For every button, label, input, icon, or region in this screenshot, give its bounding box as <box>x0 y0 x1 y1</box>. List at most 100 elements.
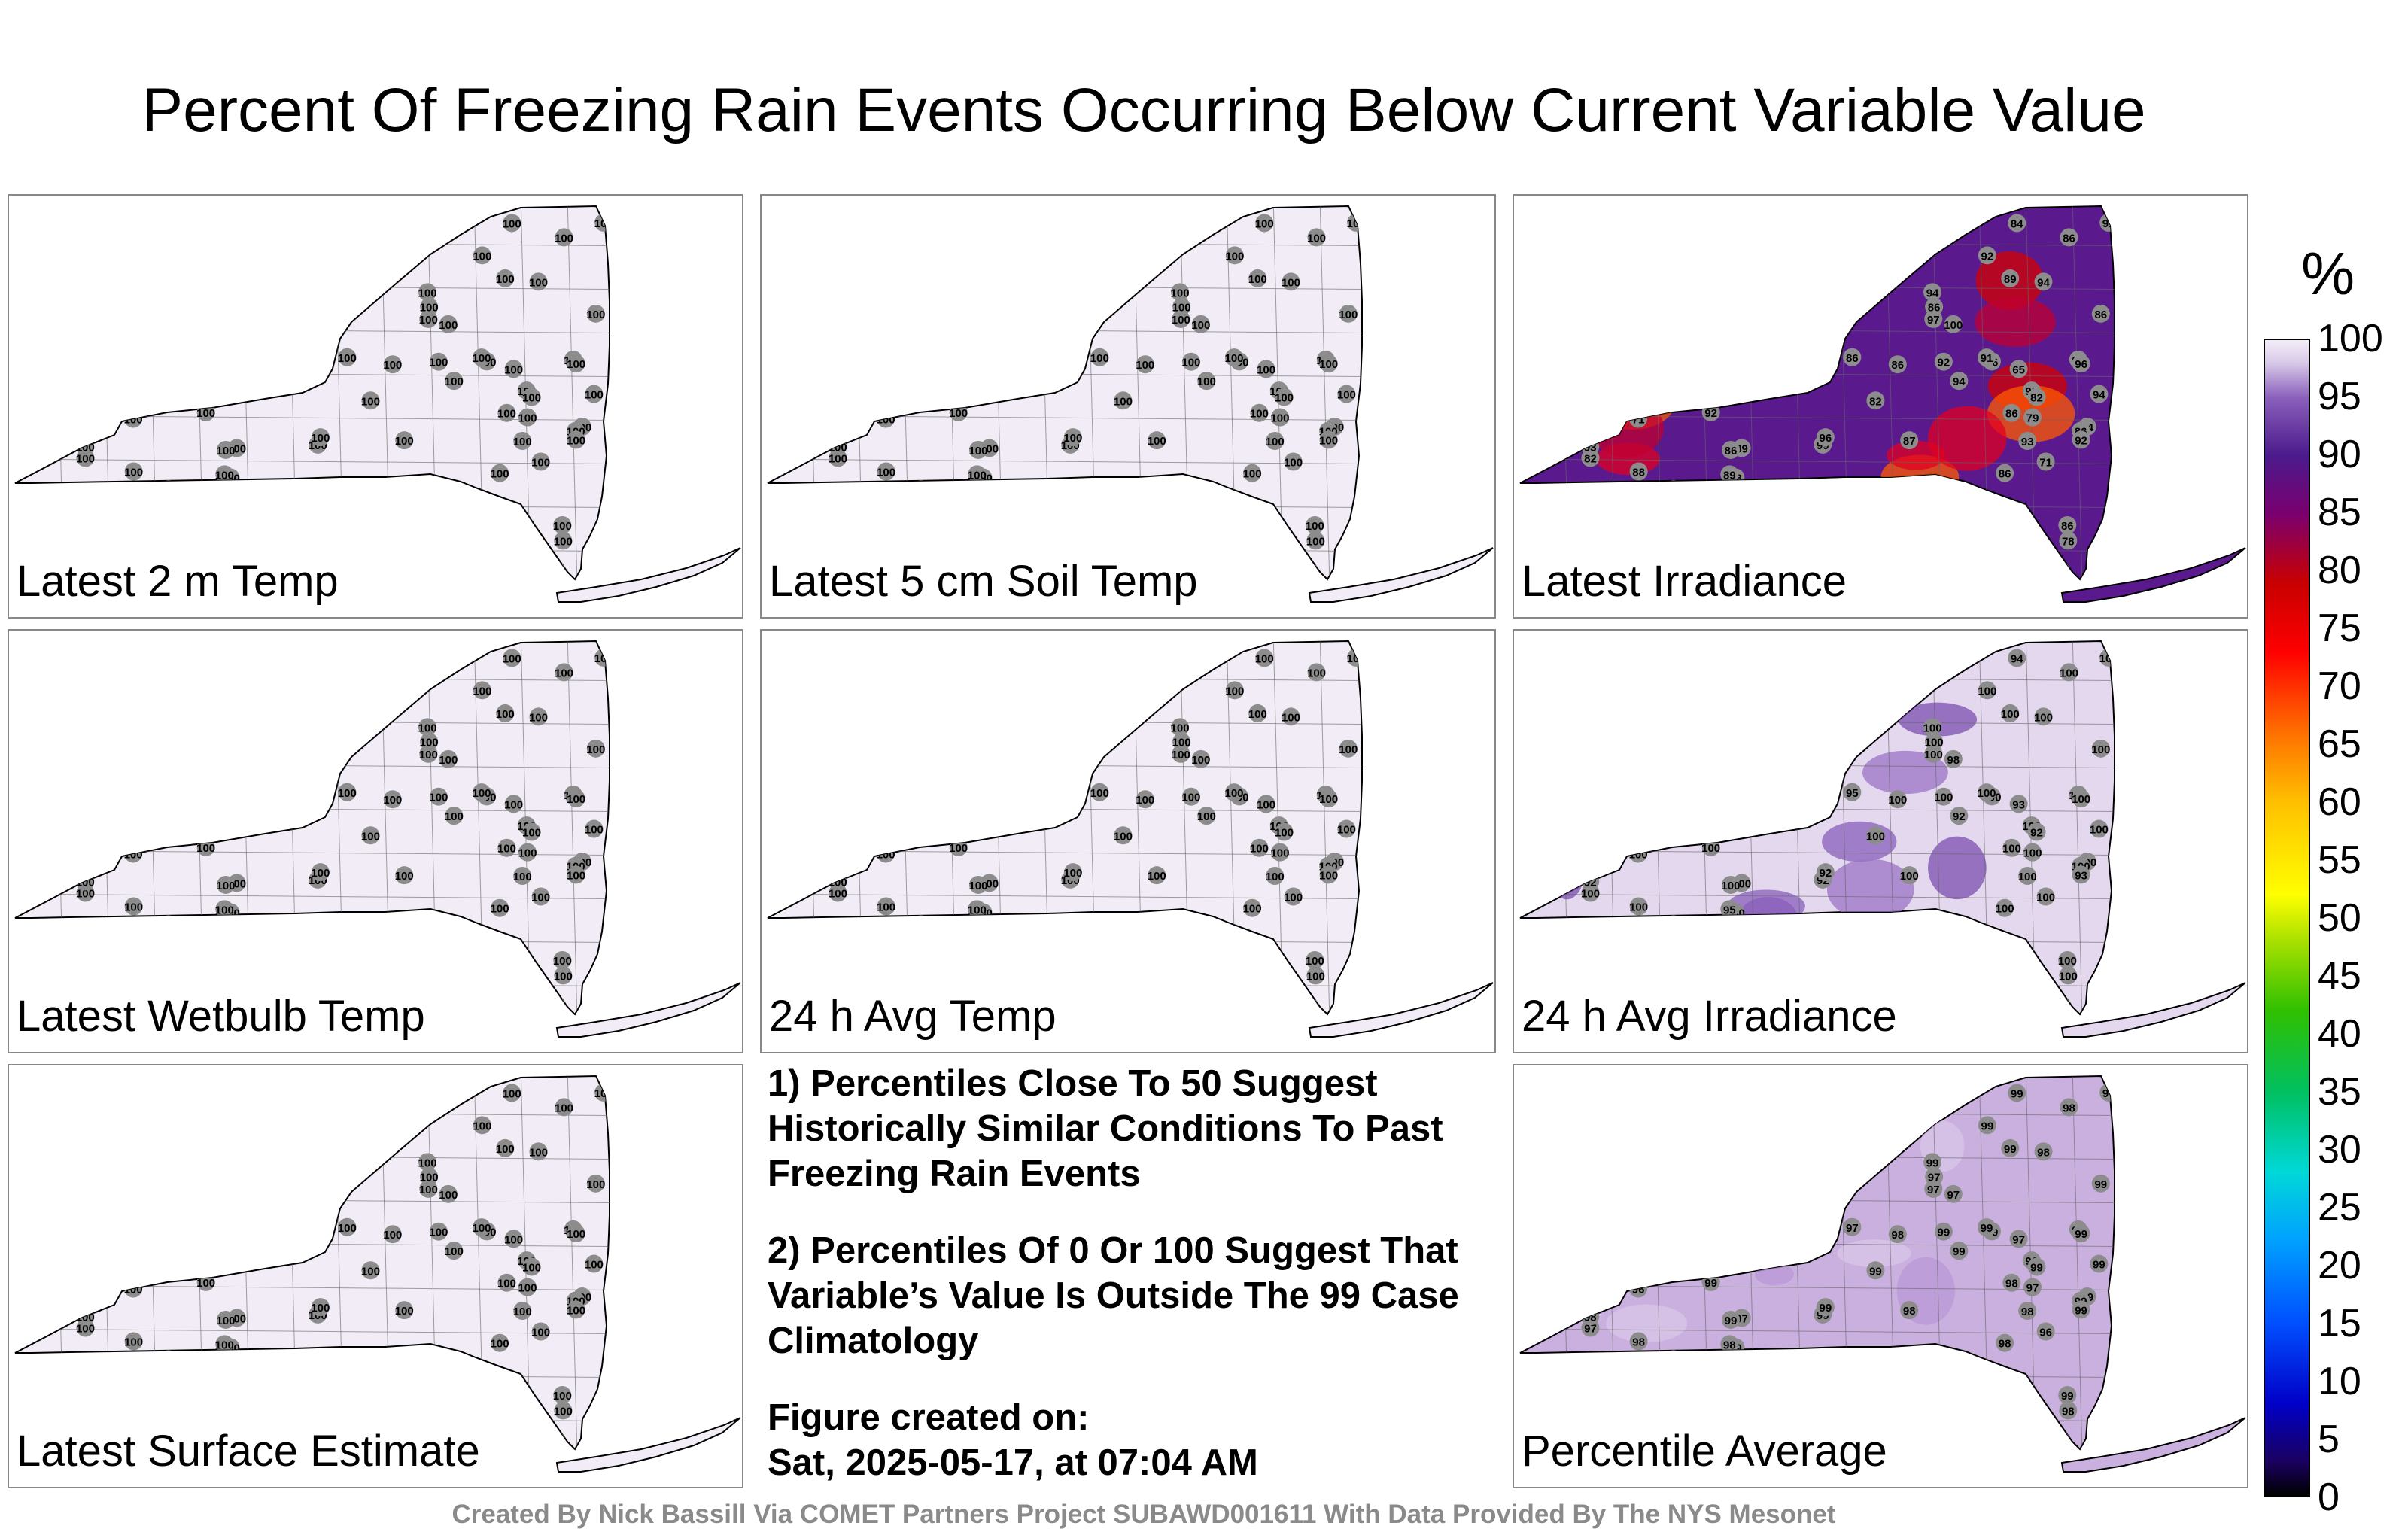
station-value: 99 <box>1704 1086 1717 1099</box>
station-marker: 100 <box>207 385 226 404</box>
station-value: 79 <box>2026 412 2039 425</box>
station-value: 100 <box>1113 287 1132 300</box>
station-marker: 99 <box>2008 1084 2026 1102</box>
station-marker: 100 <box>1307 663 1326 682</box>
station-value: 100 <box>246 518 265 531</box>
station-value: 100 <box>1627 828 1646 840</box>
station-marker: 100 <box>202 1228 220 1247</box>
station-marker: 100 <box>122 388 141 407</box>
station-marker: 100 <box>96 340 115 359</box>
ny-state-map: 100 100 100 100 100 100 100 100 100 100 100 100 100 1… <box>14 640 741 1038</box>
station-marker: 100 <box>191 647 210 666</box>
station-marker: 98 <box>1629 1332 1648 1351</box>
station-value: 100 <box>586 743 605 756</box>
station-marker: 100 <box>1224 348 1244 367</box>
station-marker: 100 <box>150 247 169 266</box>
station-marker: 100 <box>409 206 428 220</box>
station-value: 100 <box>504 363 523 376</box>
station-value: 99 <box>1704 1277 1717 1290</box>
station-marker: 100 <box>445 807 464 825</box>
station-marker: 100 <box>585 543 604 562</box>
county-border <box>946 641 958 1014</box>
station-value: 92 <box>1722 256 1735 269</box>
station-value: 99 <box>1938 1226 1950 1239</box>
station-value: 80 <box>1710 362 1722 375</box>
station-marker: 100 <box>947 269 965 288</box>
station-value: 100 <box>215 1339 234 1351</box>
station-value: 100 <box>522 827 541 840</box>
station-marker: 100 <box>260 1099 279 1118</box>
station-marker: 100 <box>472 348 491 367</box>
station-value: 100 <box>1735 523 1754 536</box>
station-value: 96 <box>2075 358 2087 371</box>
station-marker: 100 <box>398 913 417 932</box>
station-marker: 99 <box>2001 1138 2020 1157</box>
station-value: 100 <box>1306 955 1324 968</box>
station-marker: 100 <box>1151 913 1169 932</box>
station-marker: 93 <box>2072 865 2090 884</box>
station-value: 100 <box>1187 509 1206 522</box>
station-value: 100 <box>233 232 251 245</box>
station-value: 92 <box>1880 274 1893 287</box>
station-value: 99 <box>1524 1162 1537 1175</box>
station-marker: 100 <box>311 863 330 882</box>
station-marker: 100 <box>999 515 1017 533</box>
station-marker: 100 <box>985 663 1004 682</box>
station-marker: 100 <box>2023 843 2042 862</box>
station-value: 100 <box>395 870 414 883</box>
station-value: 100 <box>473 1120 491 1132</box>
station-value: 100 <box>999 518 1017 531</box>
station-value: 100 <box>246 1388 265 1401</box>
station-marker: 100 <box>997 651 1016 670</box>
station-value: 100 <box>555 1102 573 1114</box>
station-value: 98 <box>1999 1338 2011 1351</box>
station-value: 100 <box>473 685 491 698</box>
station-value: 98 <box>2021 1306 2034 1318</box>
station-value: 100 <box>518 412 537 425</box>
station-value: 100 <box>929 351 947 364</box>
station-value: 92 <box>1953 810 1966 823</box>
station-value: 100 <box>547 1436 566 1448</box>
station-value: 98 <box>1947 754 1960 767</box>
station-value: 100 <box>1172 302 1191 315</box>
station-marker: 100 <box>1629 897 1648 916</box>
station-value: 97 <box>1592 1132 1605 1144</box>
map-panel-24h-avg-irradiance: 1009510092951001009298931009310010010010… <box>1513 629 2248 1053</box>
station-value: 98 <box>1702 1143 1715 1156</box>
station-value: 98 <box>1880 1144 1893 1157</box>
station-value: 100 <box>1113 722 1132 735</box>
station-value: 100 <box>369 1108 388 1120</box>
panel-label: Latest Irradiance <box>1522 557 1847 606</box>
station-marker: 100 <box>1257 360 1275 378</box>
county-border <box>1698 206 1710 579</box>
station-value: 100 <box>338 352 357 365</box>
station-value: 100 <box>778 257 797 269</box>
station-marker: 100 <box>1738 663 1756 682</box>
station-value: 100 <box>829 888 847 901</box>
station-value: 100 <box>949 407 968 420</box>
station-marker: 98 <box>1720 1335 1739 1354</box>
station-marker: 100 <box>398 1348 417 1367</box>
station-marker: 100 <box>445 1242 464 1260</box>
colorbar-tick-label: 100 <box>2318 317 2383 360</box>
station-value: 100 <box>1191 754 1210 767</box>
station-value: 100 <box>420 1172 439 1184</box>
station-marker: 100 <box>50 798 68 816</box>
county-border <box>1520 893 2115 901</box>
station-value: 100 <box>418 287 437 299</box>
county-border <box>193 1076 205 1449</box>
station-value: 100 <box>970 934 989 947</box>
station-value: 100 <box>230 374 248 387</box>
station-value: 100 <box>90 316 109 329</box>
station-marker: 100 <box>16 722 35 741</box>
station-value: 86 <box>1868 287 1881 300</box>
station-value: 100 <box>531 1326 550 1339</box>
station-marker: 97 <box>1843 1217 1862 1236</box>
station-marker: 100 <box>383 1225 402 1244</box>
station-marker: 96 <box>1738 1098 1756 1117</box>
station-marker: 82 <box>1627 388 1646 407</box>
panel-label: Latest Wetbulb Temp <box>17 992 425 1041</box>
station-marker: 100 <box>932 675 950 694</box>
station-marker: 100 <box>369 1104 388 1123</box>
station-value: 100 <box>395 435 414 448</box>
